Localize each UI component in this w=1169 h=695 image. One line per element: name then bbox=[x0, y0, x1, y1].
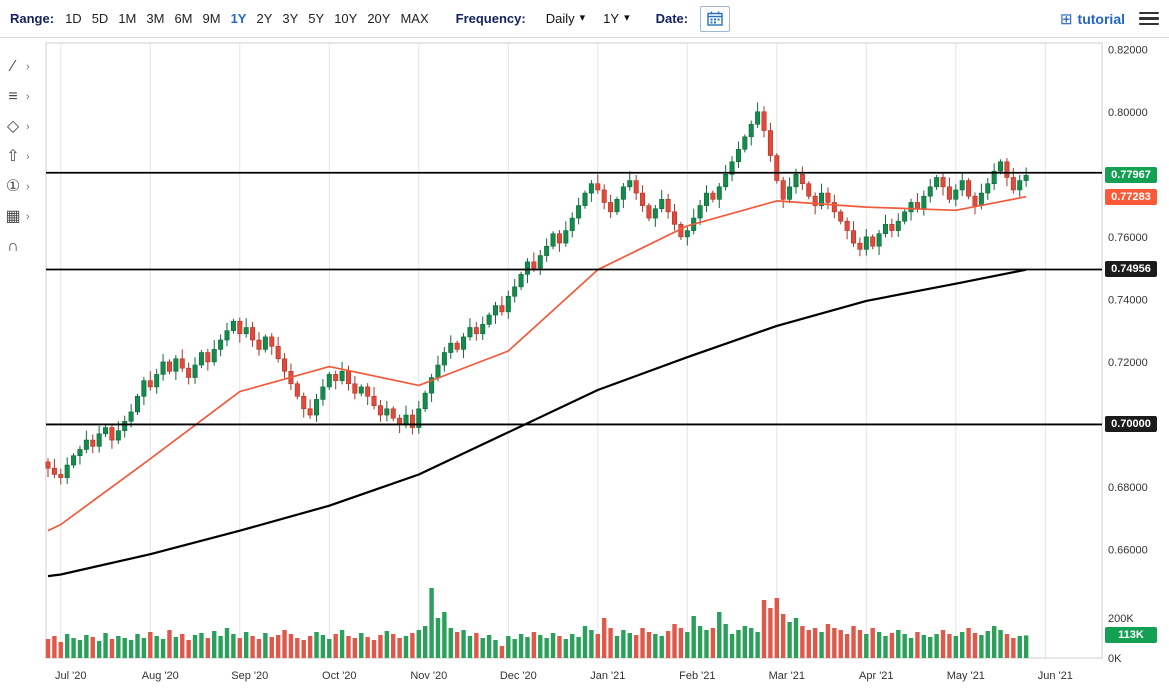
volume-axis-label: 0K bbox=[1108, 653, 1122, 665]
y-axis-label: 0.76000 bbox=[1108, 232, 1148, 244]
arrow-marker-tool[interactable]: ⇧ › bbox=[3, 146, 30, 168]
range-option-5d[interactable]: 5D bbox=[91, 11, 109, 26]
calendar-icon bbox=[707, 11, 723, 26]
range-option-max[interactable]: MAX bbox=[400, 11, 429, 26]
frequency-value: Daily bbox=[545, 11, 575, 26]
range-option-5y[interactable]: 5Y bbox=[308, 11, 325, 26]
x-axis-label: Apr '21 bbox=[859, 670, 894, 682]
range-options: 1D 5D 1M 3M 6M 9M 1Y 2Y 3Y 5Y 10Y 20Y MAX bbox=[60, 9, 434, 28]
drawn-line-badge: 0.70000 bbox=[1105, 416, 1157, 433]
expand-chevron-icon: › bbox=[26, 90, 30, 103]
expand-chevron-icon: › bbox=[26, 210, 30, 223]
volume-axis-label: 200K bbox=[1108, 613, 1134, 625]
ma-value-badge: 0.77283 bbox=[1105, 188, 1157, 205]
chart-region: Jul '20 Aug '20 Sep '20 Oct '20 Nov '20 Dec '… bbox=[0, 38, 1169, 695]
x-axis-label: Nov '20 bbox=[410, 670, 447, 682]
magnet-tool-icon: ∩ bbox=[7, 238, 19, 255]
indicator-list-tool[interactable]: ≡ › bbox=[3, 86, 30, 108]
indicator-list-tool-icon: ≡ bbox=[8, 88, 18, 105]
grid-layout-tool-icon: ▦ bbox=[5, 208, 21, 225]
frequency-label: Frequency: bbox=[455, 11, 526, 26]
range-option-9m[interactable]: 9M bbox=[202, 11, 221, 26]
range-option-10y[interactable]: 10Y bbox=[334, 11, 358, 26]
shapes-tool-icon: ◇ bbox=[6, 118, 20, 135]
drawn-line-badge: 0.74956 bbox=[1105, 261, 1157, 278]
x-axis-label: May '21 bbox=[947, 670, 985, 682]
trend-line-tool-icon: ∕ bbox=[11, 58, 15, 75]
y-axis-label: 0.80000 bbox=[1108, 107, 1148, 119]
range-option-6m[interactable]: 6M bbox=[174, 11, 193, 26]
expand-chevron-icon: › bbox=[26, 60, 30, 73]
period-dropdown[interactable]: 1Y ▾ bbox=[599, 9, 633, 28]
range-option-1d[interactable]: 1D bbox=[65, 11, 82, 26]
arrow-marker-tool-icon: ⇧ bbox=[6, 148, 20, 165]
annotation-number-tool-icon: ① bbox=[5, 178, 21, 195]
last-price-badge: 0.77967 bbox=[1105, 167, 1157, 184]
brand-link[interactable]: ⊞ tutorial bbox=[1060, 10, 1125, 28]
expand-chevron-icon: › bbox=[26, 120, 30, 133]
range-option-20y[interactable]: 20Y bbox=[367, 11, 391, 26]
expand-chevron-icon: › bbox=[26, 180, 30, 193]
menu-button[interactable] bbox=[1139, 11, 1159, 26]
x-axis-label: Feb '21 bbox=[679, 670, 715, 682]
x-axis-label: Oct '20 bbox=[322, 670, 357, 682]
y-axis-label: 0.72000 bbox=[1108, 357, 1148, 369]
range-option-3y[interactable]: 3Y bbox=[282, 11, 299, 26]
x-axis-label: Dec '20 bbox=[500, 670, 537, 682]
annotation-number-tool[interactable]: ① › bbox=[3, 176, 30, 198]
x-axis-label: Mar '21 bbox=[769, 670, 805, 682]
y-axis-label: 0.68000 bbox=[1108, 482, 1148, 494]
x-axis-label: Jan '21 bbox=[590, 670, 625, 682]
magnet-tool[interactable]: ∩ bbox=[3, 236, 30, 258]
chart-window-icon: ⊞ bbox=[1059, 10, 1073, 28]
moving-average-slow-line bbox=[47, 268, 1027, 578]
y-axis-label: 0.74000 bbox=[1108, 294, 1148, 306]
range-option-2y[interactable]: 2Y bbox=[256, 11, 273, 26]
x-axis-label: Aug '20 bbox=[142, 670, 179, 682]
range-option-1y[interactable]: 1Y bbox=[230, 11, 247, 26]
x-axis-label: Jul '20 bbox=[55, 670, 86, 682]
y-axis-label: 0.66000 bbox=[1108, 544, 1148, 556]
date-picker-button[interactable] bbox=[700, 5, 731, 32]
chevron-down-icon: ▾ bbox=[579, 12, 586, 24]
x-axis-label: Jun '21 bbox=[1038, 670, 1073, 682]
shapes-tool[interactable]: ◇ › bbox=[3, 116, 30, 138]
grid-layout-tool[interactable]: ▦ › bbox=[3, 206, 30, 228]
period-value: 1Y bbox=[603, 11, 620, 26]
y-axis-label: 0.82000 bbox=[1108, 44, 1148, 56]
range-option-1m[interactable]: 1M bbox=[118, 11, 137, 26]
top-toolbar: Range: 1D 5D 1M 3M 6M 9M 1Y 2Y 3Y 5Y 10Y 20Y MAX Fre… bbox=[0, 0, 1169, 38]
expand-chevron-icon: › bbox=[26, 150, 30, 163]
frequency-dropdown[interactable]: Daily ▾ bbox=[542, 9, 589, 28]
x-axis-label: Sep '20 bbox=[231, 670, 268, 682]
drawing-tools-panel: ∕ › ≡ › ◇ › ⇧ › ① › ▦ › ∩ bbox=[3, 56, 30, 258]
chart-svg[interactable]: Jul '20 Aug '20 Sep '20 Oct '20 Nov '20 Dec '… bbox=[0, 38, 1169, 695]
trend-line-tool[interactable]: ∕ › bbox=[3, 56, 30, 78]
date-label: Date: bbox=[655, 11, 689, 26]
range-label: Range: bbox=[10, 11, 55, 26]
chevron-down-icon: ▾ bbox=[624, 12, 630, 24]
brand-name: tutorial bbox=[1077, 10, 1125, 27]
moving-average-fast-line bbox=[47, 195, 1027, 532]
range-option-3m[interactable]: 3M bbox=[146, 11, 165, 26]
volume-badge: 113K bbox=[1105, 627, 1157, 644]
